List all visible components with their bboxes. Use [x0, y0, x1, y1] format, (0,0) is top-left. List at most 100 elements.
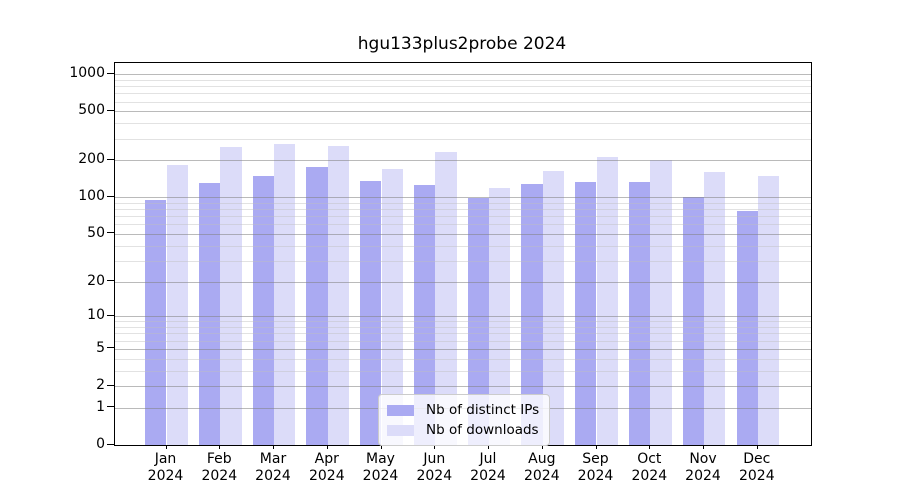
y-tick-mark-1 [107, 406, 114, 408]
legend: Nb of distinct IPs Nb of downloads [378, 394, 550, 446]
legend-label-distinct-ips: Nb of distinct IPs [426, 402, 540, 418]
x-tick-label-apr: Apr 2024 [295, 451, 359, 485]
bar-ips-oct [629, 182, 651, 445]
y-tick-label-100: 100 [78, 188, 105, 205]
gridline-minor-400 [115, 123, 811, 125]
bar-ips-jun [413, 185, 436, 445]
gridline-minor-60 [115, 224, 811, 226]
y-tick-mark-10 [107, 314, 114, 316]
gridline-500 [115, 111, 811, 113]
x-tick-label-year: 2024 [255, 468, 291, 484]
x-tick-label-sep: Sep 2024 [564, 451, 628, 485]
bar-ips-sep [575, 181, 597, 445]
x-tick-label-year: 2024 [685, 468, 721, 484]
gridline-20 [115, 281, 811, 283]
y-tick-mark-20 [107, 280, 114, 282]
gridline-minor-3 [115, 370, 811, 372]
x-tick-label-may: May 2024 [349, 451, 413, 485]
x-tick-mark-apr [326, 445, 328, 449]
y-tick-label-2: 2 [96, 377, 105, 393]
gridline-minor-30 [115, 260, 811, 262]
gridline-1000 [115, 74, 811, 76]
x-tick-label-year: 2024 [738, 468, 775, 484]
x-tick-label-year: 2024 [631, 468, 668, 484]
gridline-minor-700 [115, 93, 811, 95]
bar-ips-jan [145, 200, 167, 445]
x-tick-label-year: 2024 [201, 468, 238, 484]
x-tick-mark-nov [703, 445, 704, 449]
y-tick-label-1000: 1000 [69, 65, 105, 82]
y-tick-mark-5 [107, 347, 114, 349]
bar-downloads-jun [435, 151, 457, 445]
x-tick-mark-jan [165, 445, 167, 449]
y-tick-mark-100 [107, 195, 114, 197]
y-tick-mark-200 [107, 158, 114, 160]
bar-downloads-jan [166, 165, 188, 445]
bar-ips-aug [521, 184, 543, 445]
y-tick-label-10: 10 [87, 307, 105, 324]
x-tick-label-aug: Aug 2024 [510, 451, 574, 485]
gridline-50 [115, 233, 811, 235]
x-tick-mark-sep [595, 445, 597, 449]
legend-item-downloads: Nb of downloads [387, 420, 541, 440]
bar-downloads-feb [220, 147, 242, 445]
x-tick-label-year: 2024 [308, 468, 345, 484]
y-tick-label-1: 1 [96, 398, 105, 415]
legend-swatch-downloads [387, 424, 414, 436]
gridline-minor-900 [115, 79, 811, 81]
gridline-minor-9 [115, 321, 811, 323]
bar-downloads-nov [704, 172, 726, 445]
x-tick-label-year: 2024 [577, 468, 614, 484]
bar-downloads-mar [274, 143, 296, 445]
bar-downloads-oct [650, 160, 672, 445]
bar-downloads-may [381, 169, 403, 445]
x-tick-mark-may [380, 445, 382, 449]
x-tick-label-jan: Jan 2024 [134, 451, 198, 485]
bar-ips-feb [199, 183, 221, 445]
gridline-minor-80 [115, 209, 811, 211]
y-tick-mark-1000 [107, 72, 114, 74]
y-tick-mark-2 [107, 384, 114, 386]
legend-item-distinct-ips: Nb of distinct IPs [387, 400, 541, 420]
x-tick-label-year: 2024 [416, 468, 453, 484]
x-tick-label-year: 2024 [147, 468, 184, 484]
bar-ips-may [360, 180, 382, 445]
gridline-minor-800 [115, 86, 811, 88]
x-tick-label-mar: Mar 2024 [241, 451, 305, 485]
bar-ips-apr [306, 166, 328, 445]
x-tick-label-oct: Oct 2024 [617, 451, 681, 485]
bar-downloads-apr [327, 146, 350, 445]
y-tick-label-500: 500 [78, 102, 105, 119]
gridline-200 [115, 160, 811, 162]
gridline-minor-90 [115, 202, 811, 204]
x-tick-mark-jun [434, 445, 436, 449]
plot-area [114, 62, 812, 446]
gridline-10 [115, 316, 811, 318]
legend-swatch-distinct-ips [387, 404, 414, 416]
gridline-minor-300 [115, 138, 811, 140]
y-tick-mark-500 [107, 109, 114, 111]
x-tick-label-nov: Nov 2024 [671, 451, 735, 485]
x-tick-mark-dec [756, 445, 758, 449]
gridline-minor-6 [115, 340, 811, 342]
y-tick-label-20: 20 [87, 272, 105, 289]
x-tick-label-year: 2024 [470, 468, 506, 484]
y-tick-mark-0 [107, 443, 114, 445]
x-tick-mark-mar [273, 445, 274, 449]
y-tick-label-0: 0 [96, 436, 105, 452]
bar-downloads-aug [542, 170, 565, 445]
x-tick-label-year: 2024 [362, 468, 399, 484]
y-tick-label-5: 5 [96, 339, 105, 356]
gridline-minor-600 [115, 101, 811, 103]
x-tick-label-feb: Feb 2024 [187, 451, 251, 485]
x-tick-mark-oct [649, 445, 651, 449]
x-tick-mark-feb [219, 445, 221, 449]
gridline-minor-70 [115, 216, 811, 218]
bar-downloads-jul [489, 187, 511, 445]
gridline-5 [115, 348, 811, 350]
gridline-minor-7 [115, 333, 811, 335]
gridline-100 [115, 197, 811, 199]
bar-downloads-dec [757, 176, 780, 445]
bar-downloads-sep [596, 157, 618, 445]
